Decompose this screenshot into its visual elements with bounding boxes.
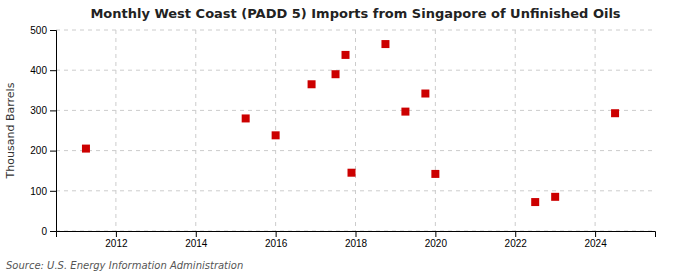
grid-line-x bbox=[595, 30, 596, 231]
tick: 500 bbox=[30, 25, 56, 36]
tick: 2012 bbox=[105, 231, 128, 249]
tick-mark bbox=[50, 70, 56, 71]
y-axis-title: Thousand Barrels bbox=[4, 82, 17, 179]
tick: 0 bbox=[41, 226, 56, 237]
point bbox=[332, 70, 340, 78]
tick: 2018 bbox=[345, 231, 368, 249]
tick-mark bbox=[435, 231, 436, 237]
tick: 2014 bbox=[185, 231, 208, 249]
chart: 2012 2014 2016 2018 2020 2022 2024 0 100 200 300 40… bbox=[0, 0, 675, 275]
point bbox=[551, 193, 559, 201]
tick: 400 bbox=[30, 65, 56, 76]
tick-label: 300 bbox=[30, 105, 47, 116]
point bbox=[82, 145, 90, 153]
tick: 2022 bbox=[505, 231, 528, 249]
title: Monthly West Coast (PADD 5) Imports from… bbox=[90, 6, 620, 21]
tick-mark bbox=[50, 30, 56, 31]
grid-line-y bbox=[56, 110, 655, 111]
tick-mark bbox=[116, 231, 117, 237]
tick-label: 2024 bbox=[584, 238, 607, 249]
point bbox=[348, 169, 356, 177]
grid-line-x bbox=[115, 30, 116, 231]
y-axis: 0 100 200 300 400 500 bbox=[30, 25, 56, 237]
point bbox=[308, 80, 316, 88]
x-axis: 2012 2014 2016 2018 2020 2022 2024 bbox=[57, 231, 656, 249]
tick-mark bbox=[515, 231, 516, 237]
tick-label: 2016 bbox=[265, 238, 288, 249]
axis-line bbox=[57, 232, 656, 238]
grid-line-y bbox=[56, 190, 655, 191]
tick: 200 bbox=[30, 145, 56, 156]
tick-label: 2014 bbox=[185, 238, 208, 249]
point bbox=[381, 40, 389, 48]
tick-label: 0 bbox=[41, 226, 47, 237]
points bbox=[82, 40, 619, 206]
point bbox=[611, 109, 619, 117]
tick-label: 2018 bbox=[345, 238, 368, 249]
point bbox=[431, 170, 439, 178]
grid bbox=[56, 30, 655, 231]
tick: 2016 bbox=[265, 231, 288, 249]
point bbox=[421, 90, 429, 98]
point bbox=[531, 198, 539, 206]
tick-label: 200 bbox=[30, 145, 47, 156]
point bbox=[401, 108, 409, 116]
tick: 2024 bbox=[584, 231, 607, 249]
annotation: Source: U.S. Energy Information Administ… bbox=[6, 260, 243, 271]
tick-label: 2012 bbox=[105, 238, 128, 249]
plot: 2012 2014 2016 2018 2020 2022 2024 0 100 200 300 40… bbox=[30, 25, 655, 249]
tick-label: 2020 bbox=[425, 238, 448, 249]
grid-line-x bbox=[355, 30, 356, 231]
point bbox=[342, 51, 350, 59]
tick-label: 500 bbox=[30, 25, 47, 36]
tick-mark bbox=[276, 231, 277, 237]
grid-line-y bbox=[56, 30, 655, 31]
axis-line bbox=[50, 31, 57, 232]
grid-line-x bbox=[195, 30, 196, 231]
grid-line-y bbox=[56, 150, 655, 151]
tick: 100 bbox=[30, 186, 56, 197]
tick-label: 2022 bbox=[505, 238, 528, 249]
tick-mark bbox=[50, 151, 56, 152]
tick-mark bbox=[50, 110, 56, 111]
tick: 2020 bbox=[425, 231, 448, 249]
tick-mark bbox=[356, 231, 357, 237]
tick-mark bbox=[196, 231, 197, 237]
tick-mark bbox=[50, 231, 56, 232]
grid-line-y bbox=[56, 70, 655, 71]
grid-line-x bbox=[515, 30, 516, 231]
grid-line-x bbox=[435, 30, 436, 231]
point bbox=[242, 114, 250, 122]
tick-label: 100 bbox=[30, 186, 47, 197]
grid-line-x bbox=[275, 30, 276, 231]
tick-mark bbox=[50, 191, 56, 192]
tick-label: 400 bbox=[30, 65, 47, 76]
point bbox=[272, 131, 280, 139]
tick: 300 bbox=[30, 105, 56, 116]
tick-mark bbox=[595, 231, 596, 237]
